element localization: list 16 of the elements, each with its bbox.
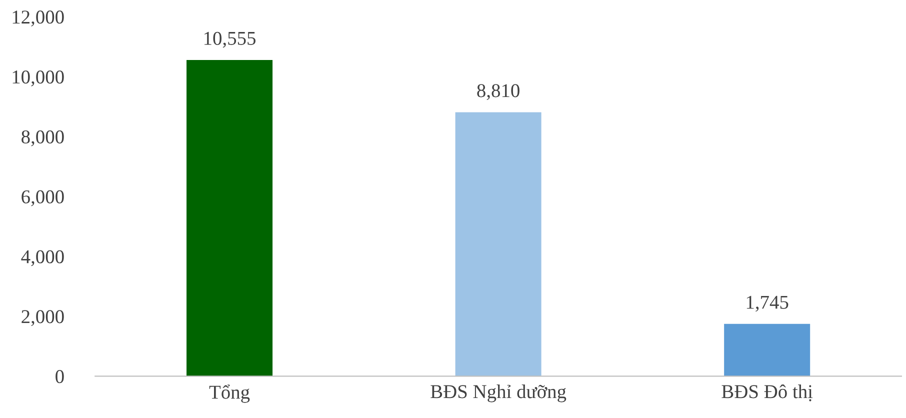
y-tick-label: 8,000 bbox=[22, 130, 64, 146]
y-tick-label: 10,000 bbox=[12, 70, 64, 86]
data-label: 8,810 bbox=[477, 84, 520, 100]
y-tick-label: 6,000 bbox=[22, 190, 64, 206]
x-tick-label: Tổng bbox=[209, 384, 250, 403]
y-tick-label: 0 bbox=[56, 370, 64, 384]
bar bbox=[455, 112, 542, 376]
bar bbox=[724, 324, 810, 376]
y-tick-label: 2,000 bbox=[22, 310, 64, 326]
y-tick-label: 4,000 bbox=[21, 250, 64, 266]
data-label: 10,555 bbox=[204, 32, 256, 48]
y-tick-label: 12,000 bbox=[12, 10, 64, 26]
data-label: 1,745 bbox=[746, 296, 788, 312]
x-tick-label: BĐS Nghỉ dưỡng bbox=[430, 384, 566, 402]
x-tick-label: BĐS Đô thị bbox=[722, 384, 813, 402]
bar bbox=[186, 60, 273, 376]
